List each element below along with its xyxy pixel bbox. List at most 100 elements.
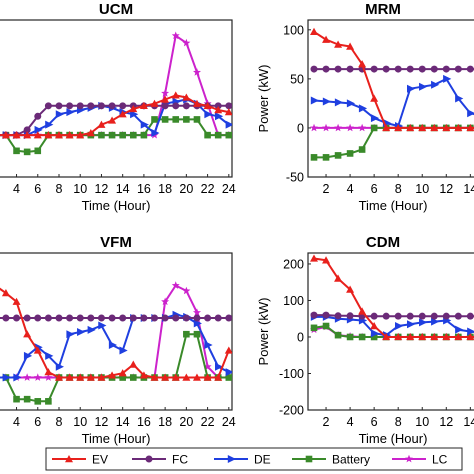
data-point (108, 314, 116, 322)
x-tick-label: 4 (347, 415, 354, 429)
legend-marker (227, 455, 236, 463)
data-point (442, 65, 450, 73)
y-tick-label: 100 (283, 23, 304, 37)
legend-item-lc: LC (392, 453, 448, 467)
x-tick-label: 18 (158, 415, 172, 429)
data-point (225, 131, 232, 139)
chart-title: MRM (365, 1, 401, 18)
plot-frame (307, 19, 474, 178)
data-point (65, 131, 74, 139)
data-point (172, 116, 180, 123)
data-point (370, 329, 380, 338)
data-point (182, 286, 191, 295)
data-point (346, 312, 354, 320)
data-point (129, 374, 137, 381)
data-point (23, 126, 31, 134)
data-point (193, 314, 201, 322)
data-point (225, 102, 232, 110)
data-point (418, 332, 427, 341)
data-point (129, 131, 137, 139)
x-tick-label: 24 (222, 415, 236, 429)
data-point (139, 101, 148, 110)
data-point (87, 314, 95, 322)
legend: EV FC DE Battery LC (45, 447, 463, 471)
data-point (139, 371, 148, 379)
data-point (66, 314, 74, 322)
x-tick-label: 6 (34, 415, 41, 429)
x-tick-label: 6 (34, 182, 41, 196)
data-point (334, 40, 343, 48)
data-point (310, 254, 319, 262)
data-point (214, 102, 222, 110)
data-point (23, 351, 33, 360)
chart-title: CDM (366, 234, 400, 251)
x-tick-label: 4 (13, 182, 20, 196)
series-line (313, 77, 474, 127)
data-point (346, 65, 354, 73)
x-tick-label: 22 (201, 415, 215, 429)
data-point (406, 65, 414, 73)
data-point (13, 395, 20, 403)
data-point (182, 373, 191, 381)
data-point (183, 330, 190, 338)
data-point (193, 319, 202, 328)
data-point (322, 65, 330, 73)
data-point (45, 351, 54, 360)
data-point (54, 373, 63, 381)
legend-item-ev: EV (52, 453, 108, 467)
data-point (370, 312, 378, 320)
data-point (183, 116, 190, 123)
x-tick-label: 10 (415, 182, 429, 196)
x-tick-label: 14 (116, 182, 130, 196)
data-point (34, 125, 43, 134)
data-point (310, 65, 318, 73)
data-point (151, 314, 159, 322)
data-point (140, 131, 148, 139)
data-point (430, 332, 439, 341)
data-point (370, 124, 378, 132)
data-point (108, 341, 118, 350)
x-tick-label: 12 (439, 182, 453, 196)
data-point (430, 312, 438, 320)
x-tick-label: 12 (94, 415, 108, 429)
legend-marker (65, 455, 73, 463)
data-point (322, 35, 331, 43)
x-tick-label: 20 (179, 182, 193, 196)
x-tick-label: 20 (179, 415, 193, 429)
data-point (44, 373, 53, 381)
data-point (370, 333, 378, 341)
data-point (215, 112, 224, 121)
data-point (215, 362, 224, 371)
data-point (66, 102, 74, 110)
data-point (161, 95, 170, 103)
data-point (358, 307, 367, 315)
data-point (204, 314, 212, 322)
data-point (55, 110, 64, 119)
data-point (454, 332, 463, 341)
data-point (12, 131, 21, 139)
data-point (23, 131, 32, 139)
data-point (108, 371, 117, 379)
data-point (161, 297, 170, 306)
legend-label: LC (432, 453, 448, 467)
x-tick-label: 18 (158, 182, 172, 196)
x-tick-label: 24 (222, 182, 236, 196)
series-line (0, 94, 229, 137)
data-point (98, 131, 105, 139)
data-point (346, 285, 355, 293)
data-point (23, 373, 32, 381)
data-point (382, 312, 390, 320)
data-point (182, 93, 191, 101)
data-point (334, 331, 342, 339)
data-point (34, 398, 42, 405)
data-point (44, 368, 53, 376)
data-point (193, 68, 201, 76)
plot-frame (0, 19, 233, 178)
series-line (314, 314, 474, 318)
data-point (150, 373, 159, 381)
data-point (431, 317, 440, 326)
legend-label: EV (92, 453, 108, 467)
data-point (66, 108, 75, 117)
data-point (34, 314, 42, 322)
data-point (419, 318, 428, 327)
